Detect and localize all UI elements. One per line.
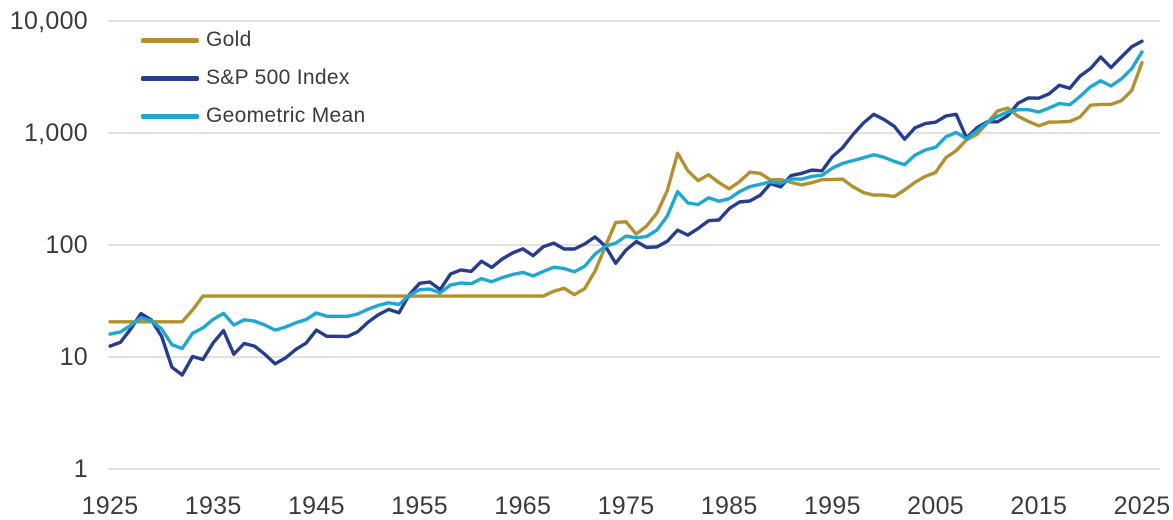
gold-line-swatch (141, 37, 199, 43)
sp500-line-swatch (141, 75, 199, 81)
legend-item-gold: Gold (141, 28, 365, 52)
legend-item-sp500: S&P 500 Index (141, 66, 365, 90)
legend-label-gold: Gold (206, 28, 252, 51)
legend-item-geometric-mean: Geometric Mean (141, 104, 365, 128)
geometric-mean-line-swatch (141, 113, 199, 119)
legend-label-geometric-mean: Geometric Mean (206, 104, 366, 127)
legend: Gold S&P 500 Index Geometric Mean (141, 28, 365, 128)
legend-label-sp500: S&P 500 Index (206, 66, 350, 89)
series-line-geometric-mean (108, 50, 1144, 351)
